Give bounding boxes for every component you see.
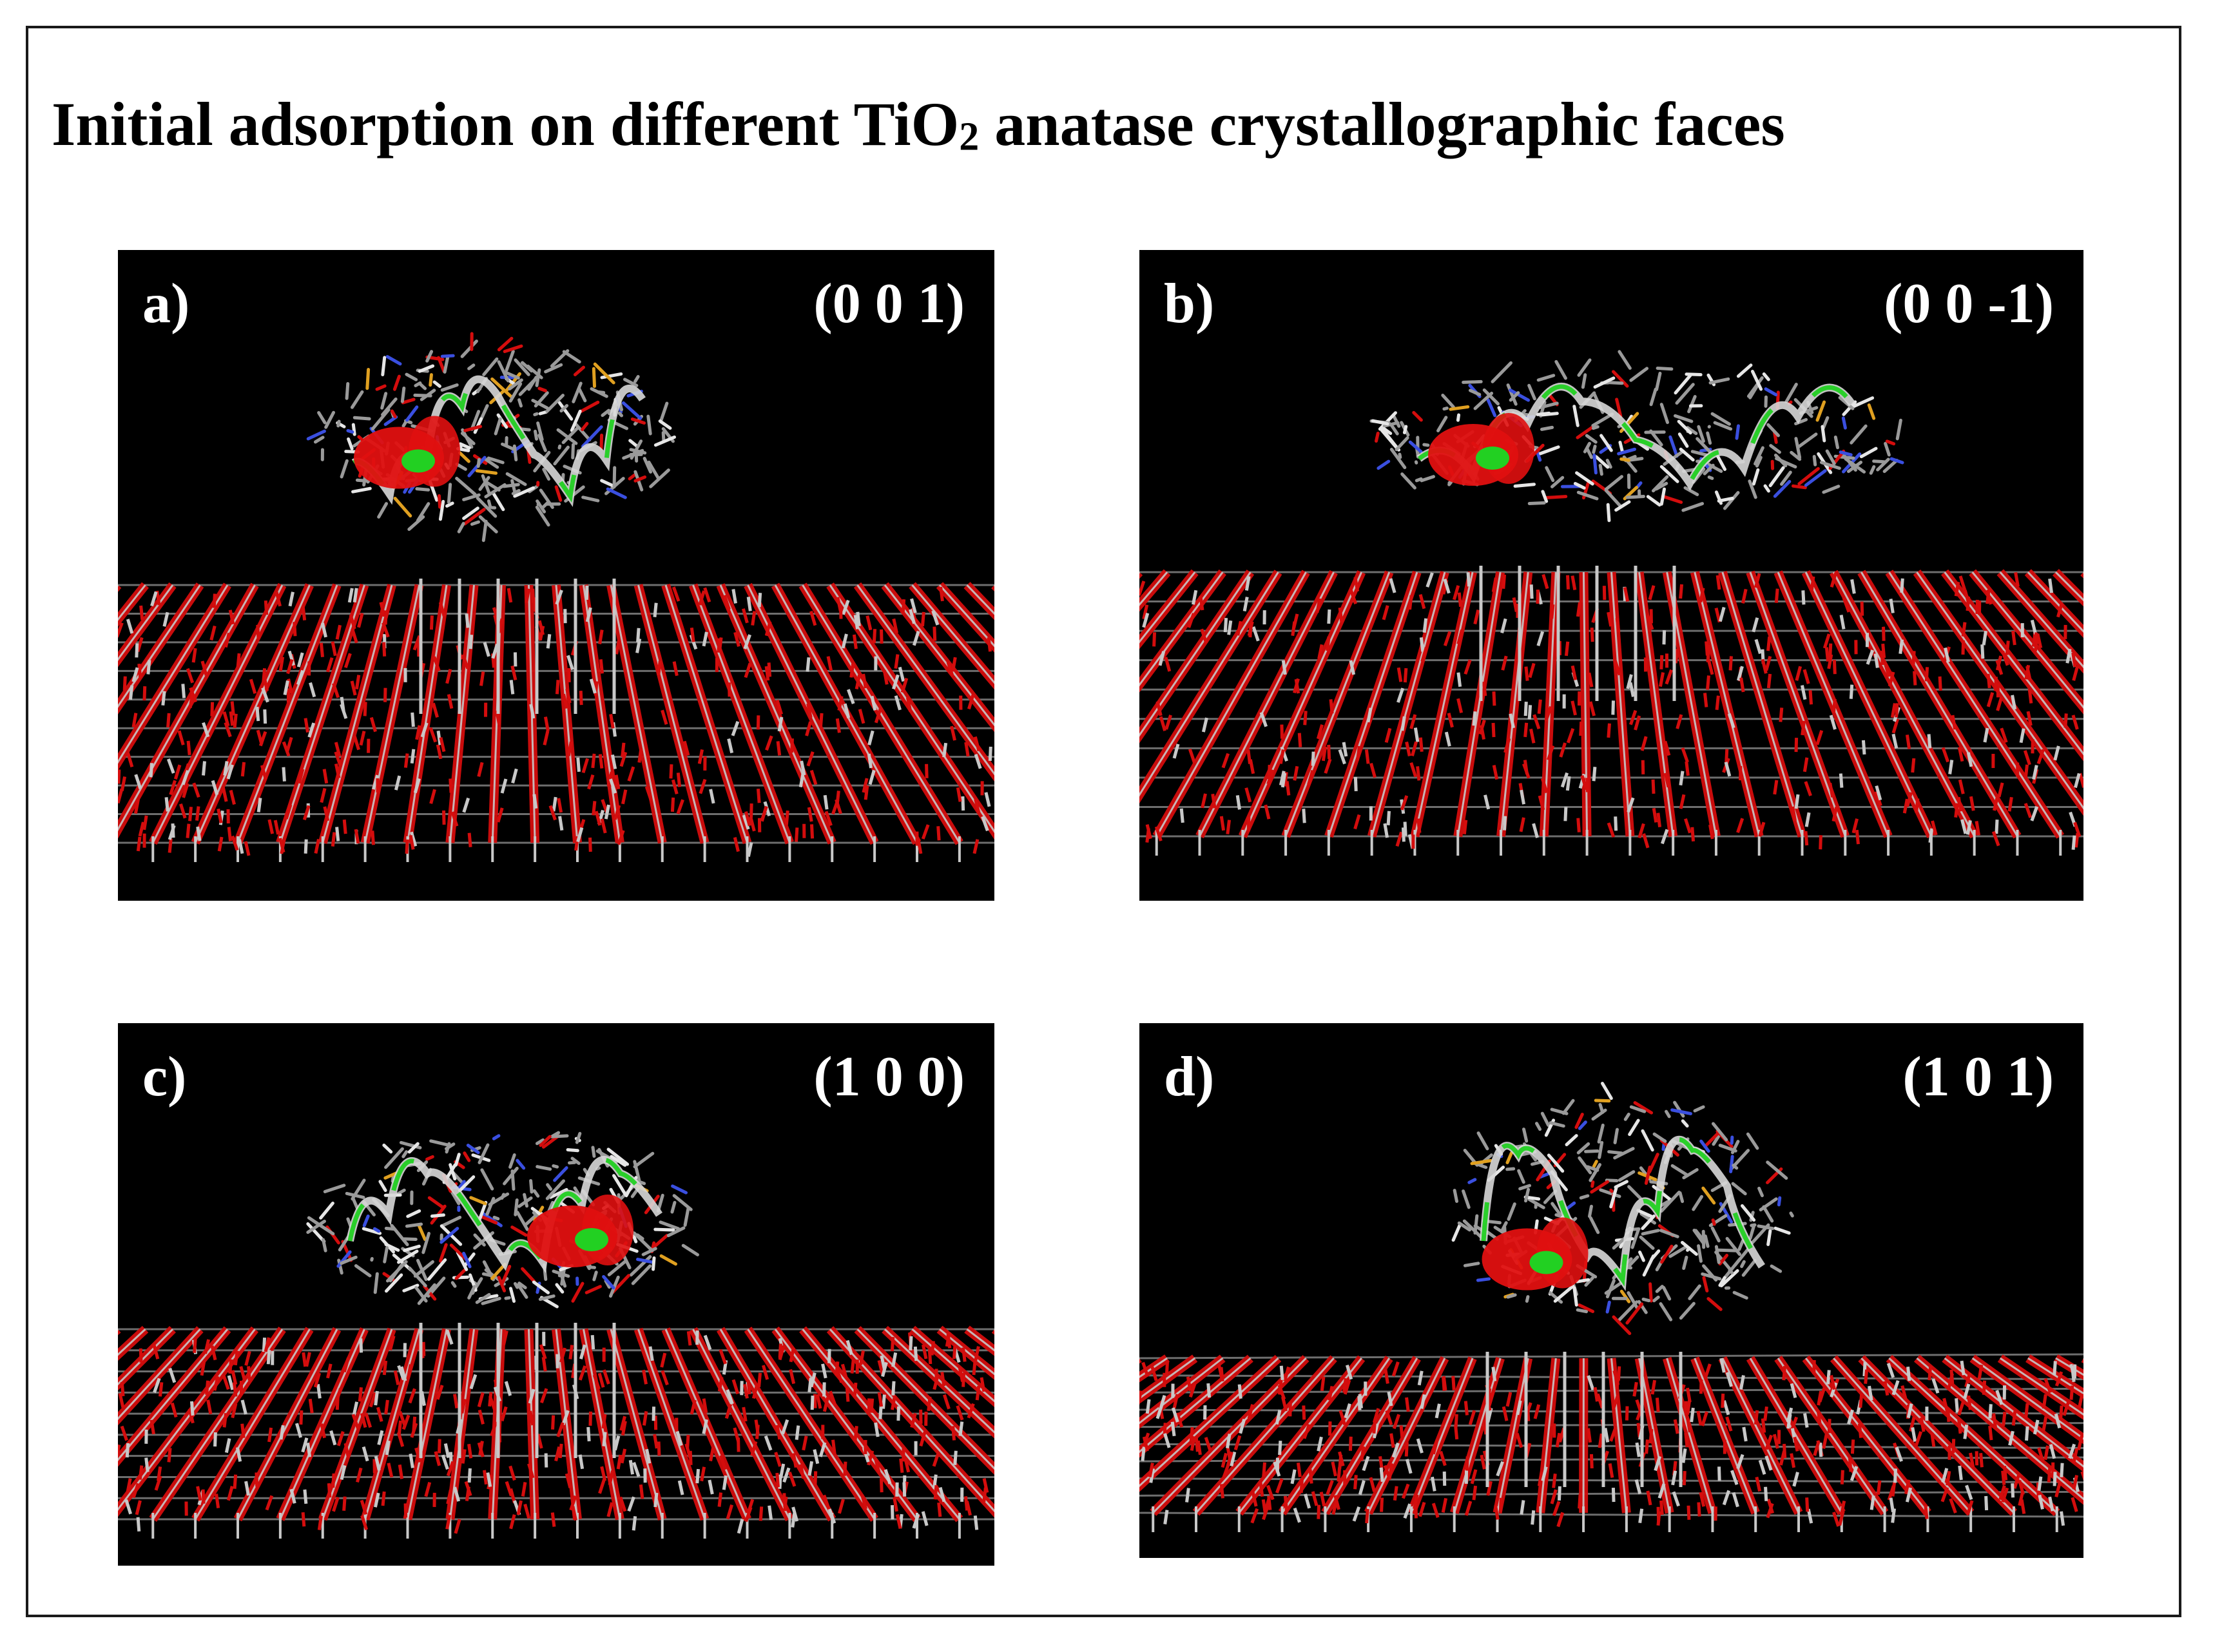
panel-a-scene	[118, 332, 994, 862]
protein-model	[1369, 350, 1904, 523]
panel-d-face: (1 0 1)	[1902, 1046, 2054, 1108]
tio2-slab	[1139, 566, 2083, 856]
title-prefix: Initial adsorption on different TiO	[52, 90, 960, 158]
panel-c: c) (1 0 0)	[118, 1023, 994, 1566]
protein-model	[1451, 1082, 1794, 1336]
tio2-slab	[1139, 1352, 2083, 1532]
panel-b-face: (0 0 -1)	[1884, 273, 2054, 335]
protein-model	[306, 1131, 699, 1309]
panel-c-label: c)	[142, 1046, 187, 1108]
panel-a-face: (0 0 1)	[813, 273, 965, 335]
panel-d-scene	[1139, 1082, 2083, 1532]
panel-a: a) (0 0 1)	[118, 250, 994, 901]
protein-model	[306, 332, 677, 543]
panel-d: d) (1 0 1)	[1139, 1023, 2083, 1558]
panel-d-label: d)	[1164, 1046, 1215, 1108]
panel-b-scene	[1139, 350, 2083, 856]
panel-b: b) (0 0 -1)	[1139, 250, 2083, 901]
panel-c-face: (1 0 0)	[813, 1046, 965, 1108]
panel-b-label: b)	[1164, 273, 1215, 335]
panel-c-scene	[118, 1131, 994, 1539]
panel-a-label: a)	[142, 273, 190, 335]
tio2-slab	[118, 579, 994, 862]
title-subscript: 2	[959, 115, 980, 159]
tio2-slab	[118, 1323, 994, 1539]
figure-title: Initial adsorption on different TiO2 ana…	[52, 90, 2165, 159]
title-suffix: anatase crystallographic faces	[979, 90, 1785, 158]
